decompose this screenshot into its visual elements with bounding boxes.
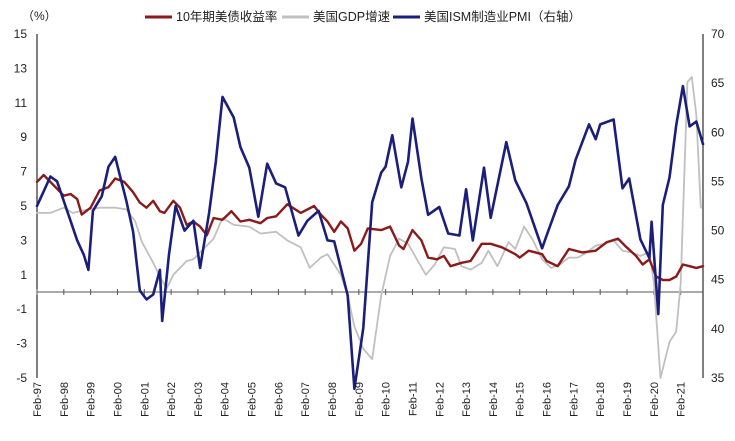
y-left-tick-label: 5 bbox=[20, 199, 27, 213]
x-tick-label: Feb-00 bbox=[112, 382, 124, 417]
x-tick-label: Feb-98 bbox=[59, 382, 71, 417]
y-left-tick-label: 13 bbox=[14, 61, 28, 75]
y-left-tick-label: 7 bbox=[20, 165, 27, 179]
legend-label-gdp: 美国GDP增速 bbox=[313, 9, 391, 24]
legend-label-pmi: 美国ISM制造业PMI（右轴） bbox=[424, 9, 581, 24]
y-right-tick-label: 55 bbox=[711, 174, 725, 188]
y-right-tick-label: 40 bbox=[711, 322, 725, 336]
x-tick-label: Feb-97 bbox=[32, 382, 44, 417]
y-left-tick-label: 9 bbox=[20, 130, 27, 144]
x-tick-label: Feb-11 bbox=[407, 382, 419, 416]
y-right-tick-label: 50 bbox=[711, 224, 725, 238]
legend-label-y10: 10年期美债收益率 bbox=[176, 9, 277, 24]
x-tick-label: Feb-03 bbox=[193, 382, 205, 417]
y-right-tick-label: 70 bbox=[711, 27, 725, 41]
y-left-tick-label: -3 bbox=[16, 337, 27, 351]
y-left-tick-label: 15 bbox=[14, 27, 28, 41]
y-right-tick-label: 65 bbox=[711, 76, 725, 90]
x-tick-label: Feb-07 bbox=[300, 382, 312, 417]
x-tick-label: Feb-13 bbox=[461, 382, 473, 417]
y-right-tick-label: 60 bbox=[711, 125, 725, 139]
y-left-tick-label: 11 bbox=[15, 96, 28, 110]
x-tick-label: Feb-15 bbox=[515, 382, 527, 417]
x-tick-label: Feb-19 bbox=[622, 382, 634, 417]
y-right-tick-label: 35 bbox=[711, 371, 725, 385]
y-left-tick-label: -1 bbox=[16, 302, 27, 316]
y-left-tick-label: 3 bbox=[20, 233, 27, 247]
x-tick-label: Feb-17 bbox=[568, 382, 580, 417]
x-tick-label: Feb-09 bbox=[354, 382, 366, 417]
x-tick-label: Feb-08 bbox=[327, 382, 339, 417]
x-tick-label: Feb-05 bbox=[247, 382, 259, 417]
x-tick-label: Feb-04 bbox=[220, 382, 232, 417]
series-layer bbox=[35, 76, 705, 391]
x-ticks: Feb-97 Feb-98 Feb-99 Feb-00 Feb-01 Feb-02 Feb-… bbox=[32, 289, 688, 417]
x-tick-label: Feb-01 bbox=[139, 382, 151, 417]
unit-label: （%） bbox=[22, 9, 57, 23]
x-tick-label: Feb-21 bbox=[676, 382, 688, 417]
y-right-ticks: 70 65 60 55 50 45 40 35 bbox=[711, 27, 725, 385]
series-line-y10 bbox=[35, 173, 705, 282]
x-tick-label: Feb-10 bbox=[381, 382, 393, 417]
legend: 10年期美债收益率 美国GDP增速 美国ISM制造业PMI（右轴） bbox=[145, 9, 581, 24]
series-line-pmi bbox=[35, 84, 705, 391]
y-left-tick-label: -5 bbox=[16, 371, 27, 385]
x-tick-label: Feb-14 bbox=[488, 382, 500, 417]
series-line-gdp bbox=[36, 76, 702, 379]
x-tick-label: Feb-02 bbox=[166, 382, 178, 417]
x-tick-label: Feb-99 bbox=[86, 382, 98, 417]
y-right-tick-label: 45 bbox=[711, 273, 725, 287]
y-left-ticks: 15 13 11 9 7 5 3 1 -1 -3 -5 bbox=[14, 27, 28, 385]
x-tick-label: Feb-18 bbox=[595, 382, 607, 417]
x-tick-label: Feb-12 bbox=[434, 382, 446, 417]
y-left-tick-label: 1 bbox=[20, 268, 27, 282]
x-tick-label: Feb-16 bbox=[542, 382, 554, 417]
x-tick-label: Feb-20 bbox=[649, 382, 661, 417]
x-tick-label: Feb-06 bbox=[273, 382, 285, 417]
